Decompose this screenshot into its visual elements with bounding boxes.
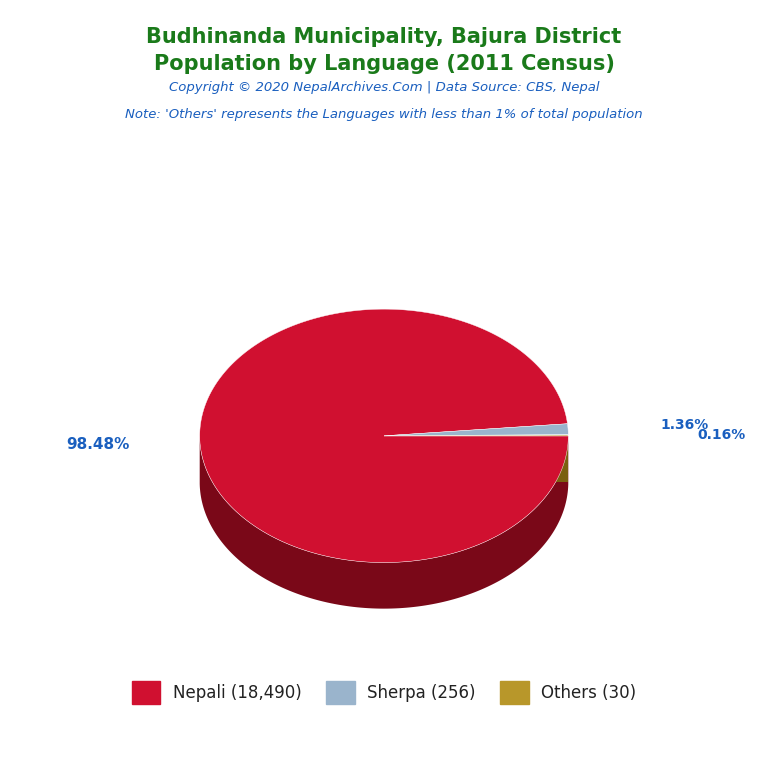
Text: 1.36%: 1.36% [660, 418, 708, 432]
Text: 98.48%: 98.48% [67, 437, 130, 452]
Polygon shape [384, 436, 568, 482]
Text: Note: 'Others' represents the Languages with less than 1% of total population: Note: 'Others' represents the Languages … [125, 108, 643, 121]
Text: Budhinanda Municipality, Bajura District: Budhinanda Municipality, Bajura District [147, 27, 621, 47]
Text: Copyright © 2020 NepalArchives.Com | Data Source: CBS, Nepal: Copyright © 2020 NepalArchives.Com | Dat… [169, 81, 599, 94]
Text: Population by Language (2011 Census): Population by Language (2011 Census) [154, 54, 614, 74]
Polygon shape [200, 438, 568, 608]
Polygon shape [200, 310, 568, 562]
Text: 0.16%: 0.16% [697, 428, 746, 442]
Polygon shape [384, 435, 568, 436]
Legend: Nepali (18,490), Sherpa (256), Others (30): Nepali (18,490), Sherpa (256), Others (3… [125, 675, 643, 710]
Polygon shape [384, 424, 568, 436]
